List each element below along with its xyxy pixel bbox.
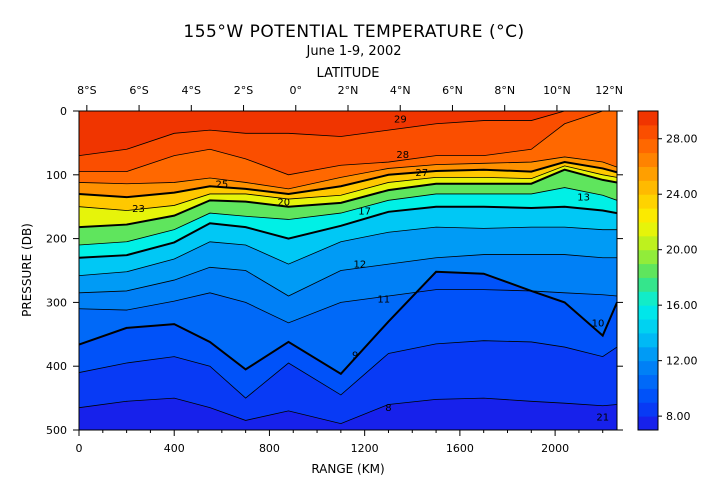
colorbar-step bbox=[638, 305, 658, 320]
x-tick-label-0: 0 bbox=[76, 442, 83, 455]
contour-label-12: 12 bbox=[354, 259, 367, 270]
colorbar-step bbox=[638, 111, 658, 126]
isotherm-20 bbox=[79, 168, 617, 229]
y-tick-label-400: 400 bbox=[46, 360, 67, 373]
contour-label-11: 11 bbox=[377, 294, 390, 305]
y-axis-label: PRESSURE (DB) bbox=[20, 223, 34, 317]
y-tick-label-500: 500 bbox=[46, 424, 67, 437]
colorbar-step bbox=[638, 277, 658, 292]
isotherm-15 bbox=[79, 205, 617, 259]
colorbar-step bbox=[638, 208, 658, 223]
colorbar-step bbox=[638, 402, 658, 417]
colorbar-step bbox=[638, 346, 658, 362]
contour-label-29: 29 bbox=[394, 114, 407, 125]
colorbar-step bbox=[638, 374, 658, 389]
top-tick-label-4: 0° bbox=[290, 84, 303, 97]
isotherm-29 bbox=[79, 111, 617, 157]
colorbar: 8.00 12.00 16.00 20.00 24.00 28.00 bbox=[637, 110, 698, 431]
isotherm-10 bbox=[79, 270, 617, 376]
axes: 0 400 800 1200 1600 2000 0 100 200 300 400 500 8°S 6°… bbox=[46, 84, 623, 455]
contour-label-10: 10 bbox=[592, 319, 605, 330]
band-below-8 bbox=[79, 398, 617, 430]
colorbar-tick-label-16: 16.00 bbox=[666, 299, 698, 312]
contour-label-21: 21 bbox=[596, 412, 609, 423]
top-tick-label-9: 10°N bbox=[543, 84, 571, 97]
contour-label-9: 9 bbox=[352, 351, 358, 362]
contour-label-17: 17 bbox=[358, 206, 371, 217]
colorbar-step bbox=[638, 416, 658, 431]
colorbar-step bbox=[638, 124, 658, 140]
top-tick-label-7: 6°N bbox=[442, 84, 463, 97]
colorbar-step bbox=[638, 180, 658, 195]
isotherm-11 bbox=[79, 289, 617, 324]
plot-area: 29 28 27 25 23 20 17 13 12 11 10 9 8 21 bbox=[79, 111, 617, 430]
chart-title: 155°W POTENTIAL TEMPERATURE (°C) bbox=[183, 22, 524, 42]
contour-label-25: 25 bbox=[215, 180, 228, 191]
isotherm-8 bbox=[79, 397, 617, 425]
colorbar-tick-label-20: 20.00 bbox=[666, 244, 698, 257]
contour-label-20: 20 bbox=[277, 197, 290, 208]
colorbar-step bbox=[638, 388, 658, 403]
top-tick-label-0: 8°S bbox=[77, 84, 96, 97]
colorbar-step bbox=[638, 291, 658, 306]
isotherm-12 bbox=[79, 254, 617, 297]
y-tick-label-0: 0 bbox=[60, 105, 67, 118]
colorbar-frame bbox=[637, 110, 659, 431]
chart-subtitle: June 1-9, 2002 bbox=[305, 44, 401, 59]
colorbar-tick-label-24: 24.00 bbox=[666, 188, 698, 201]
y-tick-label-300: 300 bbox=[46, 296, 67, 309]
colorbar-step bbox=[638, 263, 658, 278]
top-tick-label-8: 8°N bbox=[494, 84, 515, 97]
colorbar-step bbox=[638, 194, 658, 209]
colorbar-step bbox=[638, 152, 658, 167]
isotherm-27 bbox=[79, 156, 617, 190]
top-tick-label-1: 6°S bbox=[129, 84, 148, 97]
top-axis-label: LATITUDE bbox=[317, 66, 380, 81]
top-tick-label-6: 4°N bbox=[390, 84, 411, 97]
colorbar-tick-label-12: 12.00 bbox=[666, 355, 698, 368]
isotherm-13 bbox=[79, 226, 617, 277]
colorbar-step bbox=[638, 221, 658, 237]
colorbar-tick-label-28: 28.00 bbox=[666, 133, 698, 146]
isotherm-28 bbox=[79, 111, 617, 176]
contour-label-27: 27 bbox=[415, 168, 428, 179]
top-tick-label-10: 12°N bbox=[595, 84, 623, 97]
contour-label-13: 13 bbox=[577, 192, 590, 203]
y-tick-label-100: 100 bbox=[46, 169, 67, 182]
top-tick-label-3: 2°S bbox=[234, 84, 253, 97]
colorbar-step bbox=[638, 249, 658, 265]
colorbar-step bbox=[638, 235, 658, 251]
top-tick-label-2: 4°S bbox=[182, 84, 201, 97]
isotherm-23 bbox=[79, 165, 617, 211]
x-tick-label-1600: 1600 bbox=[446, 442, 474, 455]
contour-label-23: 23 bbox=[132, 204, 145, 215]
x-tick-label-800: 800 bbox=[259, 442, 280, 455]
contour-label-28: 28 bbox=[396, 150, 409, 161]
colorbar-step bbox=[638, 166, 658, 181]
x-tick-label-1200: 1200 bbox=[351, 442, 379, 455]
isotherm-25 bbox=[79, 161, 617, 199]
x-tick-label-400: 400 bbox=[164, 442, 185, 455]
isotherm-9 bbox=[79, 340, 617, 399]
contour-label-8: 8 bbox=[385, 403, 391, 414]
colorbar-step bbox=[638, 319, 658, 334]
isotherm-17 bbox=[79, 187, 617, 246]
colorbar-tick-label-8: 8.00 bbox=[666, 410, 691, 423]
y-tick-label-200: 200 bbox=[46, 233, 67, 246]
x-tick-label-2000: 2000 bbox=[541, 442, 569, 455]
colorbar-step bbox=[638, 360, 658, 376]
x-axis-label: RANGE (KM) bbox=[311, 462, 384, 476]
colorbar-step bbox=[638, 138, 658, 154]
colorbar-step bbox=[638, 332, 658, 348]
top-tick-label-5: 2°N bbox=[338, 84, 359, 97]
